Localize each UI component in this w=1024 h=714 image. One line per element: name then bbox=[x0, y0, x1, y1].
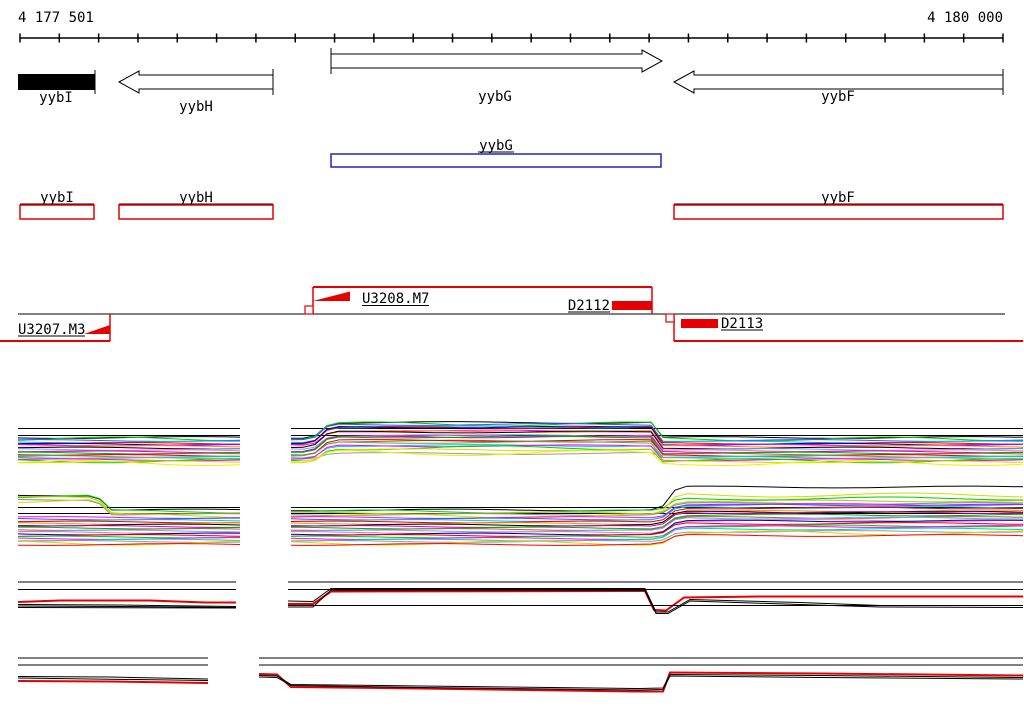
profile-line bbox=[17, 494, 241, 514]
profile-line bbox=[290, 511, 1024, 528]
profile-line bbox=[17, 604, 237, 607]
gene-region-yybI: yybI bbox=[19, 190, 95, 220]
region-start-coordinate: 4 177 501 bbox=[18, 10, 94, 26]
region-end-coordinate: 4 180 000 bbox=[927, 10, 1003, 26]
profile-line bbox=[290, 435, 1024, 454]
profile-line bbox=[17, 458, 241, 462]
gene-region-label-yybI[interactable]: yybI bbox=[40, 190, 74, 206]
signal-label-D2113[interactable]: D2113 bbox=[721, 316, 763, 332]
annotated-cds-yybG: yybG bbox=[330, 138, 662, 168]
gene-yybF: yybF bbox=[672, 69, 1004, 105]
gene-label-yybG: yybG bbox=[478, 89, 512, 105]
expression-track-1 bbox=[17, 421, 1024, 467]
profile-line bbox=[290, 524, 1024, 539]
profile-line bbox=[290, 522, 1024, 537]
downshift-box-D2113[interactable] bbox=[681, 319, 718, 328]
expression-track-4 bbox=[17, 657, 1024, 693]
profile-line bbox=[290, 527, 1024, 542]
profile-line bbox=[17, 605, 237, 608]
profile-line bbox=[287, 588, 1023, 613]
expression-track-3 bbox=[17, 581, 1024, 614]
gene-region-label-yybF[interactable]: yybF bbox=[821, 190, 855, 206]
profile-line bbox=[17, 499, 241, 519]
profile-line bbox=[290, 421, 1023, 442]
profile-line bbox=[290, 485, 1024, 512]
profile-line bbox=[290, 492, 1024, 519]
profile-line bbox=[17, 442, 241, 445]
gene-region-yybH: yybH bbox=[118, 190, 274, 220]
profile-line bbox=[290, 425, 1024, 446]
gene-yybI: yybI bbox=[18, 70, 96, 106]
profile-line bbox=[17, 436, 241, 442]
cds-box-yybG[interactable] bbox=[330, 153, 662, 168]
profile-line bbox=[17, 446, 241, 450]
profile-line bbox=[290, 430, 1024, 448]
profile-line bbox=[17, 607, 237, 609]
upshift-marker-U3208.M7[interactable] bbox=[313, 291, 350, 302]
profile-line bbox=[17, 543, 241, 546]
profile-line bbox=[291, 434, 1024, 453]
shift-position-square bbox=[665, 313, 675, 323]
profile-line bbox=[17, 450, 241, 454]
upshift-marker-U3207.M3[interactable] bbox=[84, 325, 110, 334]
profile-line bbox=[17, 528, 241, 531]
profile-line bbox=[258, 675, 1024, 691]
gene-label-yybF: yybF bbox=[821, 89, 855, 105]
gene-glyph-yybI[interactable] bbox=[18, 74, 95, 90]
profile-line bbox=[17, 599, 236, 604]
cds-label-yybG[interactable]: yybG bbox=[479, 138, 513, 154]
profile-line bbox=[17, 525, 241, 528]
profile-line bbox=[290, 530, 1024, 543]
gene-label-yybI: yybI bbox=[39, 90, 73, 106]
signal-label-U3208.M7[interactable]: U3208.M7 bbox=[362, 291, 429, 307]
gene-region-label-yybH[interactable]: yybH bbox=[179, 190, 213, 206]
gene-glyph-yybG[interactable] bbox=[330, 49, 664, 73]
profile-line bbox=[258, 673, 1024, 690]
profile-line bbox=[290, 534, 1024, 546]
profile-line bbox=[17, 442, 241, 446]
profile-line bbox=[18, 460, 241, 464]
profile-line bbox=[290, 506, 1024, 524]
profile-line bbox=[17, 529, 241, 533]
profile-line bbox=[290, 444, 1024, 462]
profile-line bbox=[290, 439, 1023, 457]
gene-region-yybF: yybF bbox=[673, 190, 1004, 220]
gene-region-box-yybF[interactable] bbox=[673, 204, 1004, 220]
profile-line bbox=[290, 503, 1024, 519]
gene-label-yybH: yybH bbox=[179, 99, 213, 115]
profile-line bbox=[17, 676, 209, 680]
signal-label-U3207.M3[interactable]: U3207.M3 bbox=[18, 322, 85, 338]
gene-yybH: yybH bbox=[117, 69, 274, 115]
profile-line bbox=[290, 496, 1023, 514]
profile-line bbox=[290, 506, 1024, 522]
profile-line bbox=[290, 426, 1024, 445]
profile-line bbox=[17, 499, 241, 516]
profile-line bbox=[290, 516, 1023, 533]
profile-line bbox=[17, 520, 241, 524]
profile-line bbox=[17, 677, 209, 681]
transcription-signal-track: U3207.M3 U3208.M7 D2112 D2113 bbox=[0, 286, 1023, 342]
profile-line bbox=[290, 449, 1024, 467]
shift-position-square bbox=[304, 305, 314, 315]
profile-line bbox=[291, 423, 1024, 442]
profile-line bbox=[290, 430, 1024, 450]
gene-yybG: yybG bbox=[330, 48, 664, 105]
gene-region-box-yybH[interactable] bbox=[118, 204, 274, 220]
expression-track-2 bbox=[17, 485, 1024, 546]
gene-region-box-yybI[interactable] bbox=[19, 204, 95, 220]
coordinate-ruler bbox=[19, 33, 1004, 43]
profile-line bbox=[17, 540, 241, 546]
profile-line bbox=[291, 441, 1024, 458]
downshift-box-D2112[interactable] bbox=[612, 301, 652, 310]
profile-line bbox=[290, 448, 1024, 464]
profile-line bbox=[17, 459, 241, 467]
gene-glyph-yybH[interactable] bbox=[117, 70, 274, 94]
profile-line bbox=[17, 496, 241, 515]
profile-line bbox=[17, 680, 209, 684]
signal-label-D2112[interactable]: D2112 bbox=[568, 298, 610, 314]
